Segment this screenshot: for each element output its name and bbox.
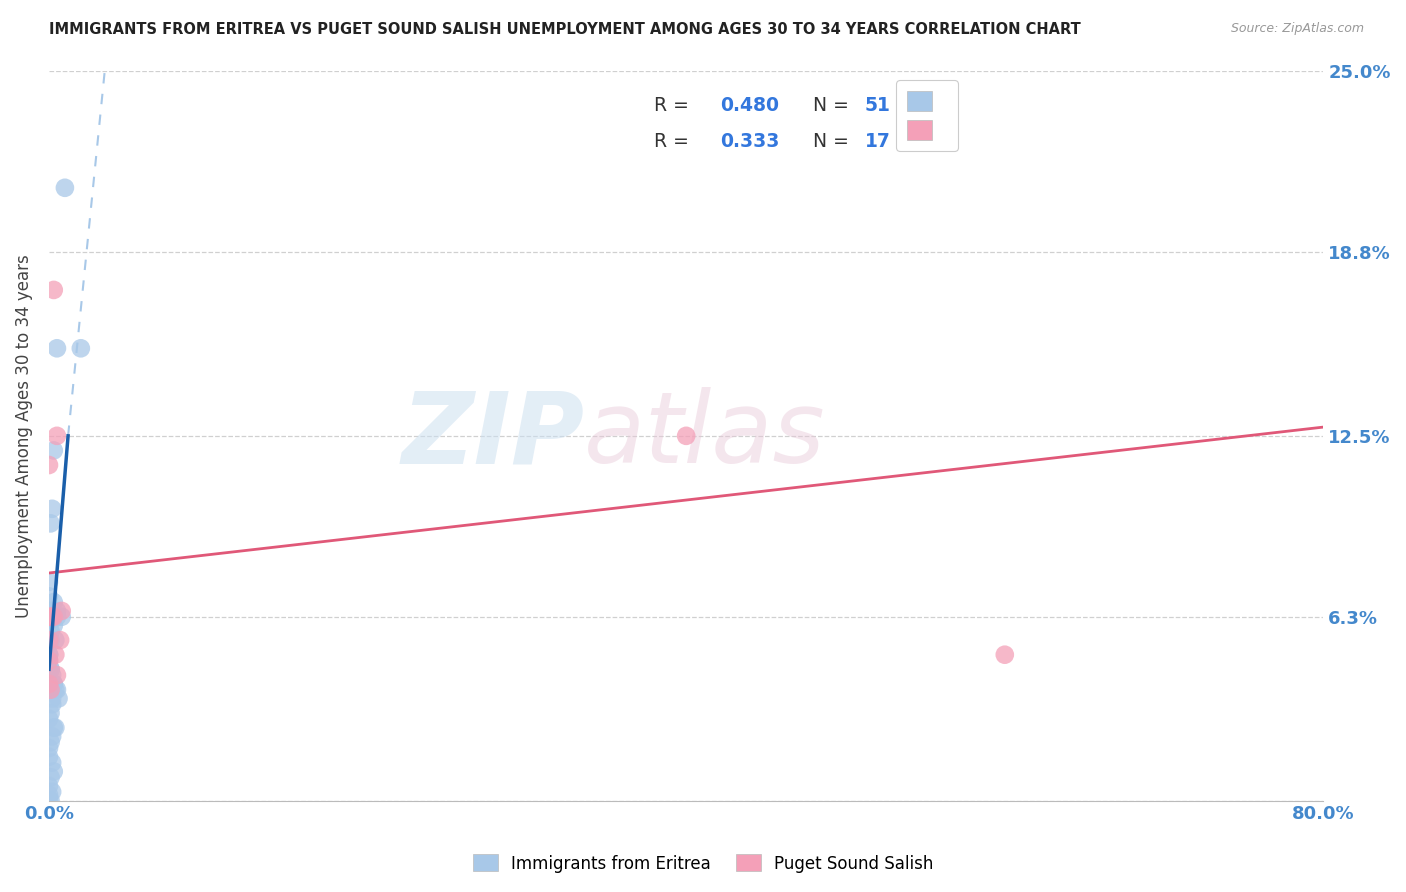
Point [38,677,60,691]
Point [45,668,67,682]
Text: ZIP: ZIP [401,387,585,484]
Point [51,604,73,618]
Point [38,779,60,793]
Text: R =: R = [654,95,695,115]
Point [39,735,62,749]
Point [38,609,60,624]
Point [51,609,73,624]
Point [38,749,60,764]
Point [38,654,60,668]
Text: 0.480: 0.480 [721,95,779,115]
Point [39,633,62,648]
Point [42,618,65,632]
Point [39,609,62,624]
Point [39,662,62,676]
Text: N =: N = [801,132,855,152]
Point [41,698,63,712]
Point [41,668,63,682]
Point [675,429,697,443]
Point [39,706,62,720]
Point [38,590,60,604]
Point [38,794,60,808]
Text: 0.333: 0.333 [721,132,780,152]
Point [45,609,67,624]
Point [39,662,62,676]
Legend: Immigrants from Eritrea, Puget Sound Salish: Immigrants from Eritrea, Puget Sound Sal… [465,847,941,880]
Point [38,458,60,472]
Point [41,609,63,624]
Point [41,501,63,516]
Point [42,443,65,458]
Point [41,604,63,618]
Point [38,662,60,676]
Point [49,633,72,648]
Text: R =: R = [654,132,695,152]
Point [45,604,67,618]
Point [38,712,60,726]
Point [41,785,63,799]
Text: N =: N = [801,95,855,115]
Point [38,648,60,662]
Point [45,341,67,355]
Point [38,604,60,618]
Text: IMMIGRANTS FROM ERITREA VS PUGET SOUND SALISH UNEMPLOYMENT AMONG AGES 30 TO 34 Y: IMMIGRANTS FROM ERITREA VS PUGET SOUND S… [49,22,1081,37]
Point [42,721,65,735]
Point [42,283,65,297]
Point [38,648,60,662]
Text: atlas: atlas [585,387,825,484]
Text: 17: 17 [865,132,890,152]
Point [42,764,65,779]
Point [41,756,63,770]
Point [45,429,67,443]
Point [42,677,65,691]
Point [44,633,66,648]
Point [38,633,60,648]
Point [42,677,65,691]
Point [41,613,63,627]
Point [44,648,66,662]
Point [38,741,60,756]
Point [44,721,66,735]
Text: Source: ZipAtlas.com: Source: ZipAtlas.com [1230,22,1364,36]
Point [42,609,65,624]
Y-axis label: Unemployment Among Ages 30 to 34 years: Unemployment Among Ages 30 to 34 years [15,254,32,618]
Point [44,682,66,697]
Point [39,516,62,531]
Point [53,181,76,195]
Point [42,595,65,609]
Point [39,682,62,697]
Point [38,654,60,668]
Point [38,788,60,802]
Point [38,648,60,662]
Point [38,609,60,624]
Point [41,730,63,744]
Point [39,624,62,639]
Point [48,691,70,706]
Point [39,794,62,808]
Point [994,648,1017,662]
Text: 51: 51 [865,95,890,115]
Point [41,691,63,706]
Point [69,341,91,355]
Point [45,682,67,697]
Legend: , : , [896,80,957,151]
Point [39,770,62,784]
Point [38,574,60,589]
